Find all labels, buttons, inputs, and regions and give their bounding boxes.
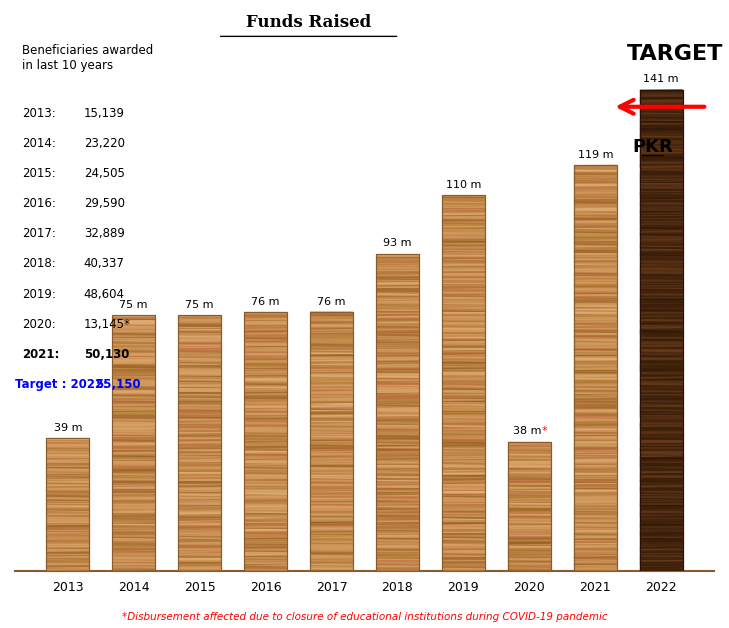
Text: 2014:: 2014: — [22, 137, 55, 150]
Text: 15,139: 15,139 — [84, 107, 125, 120]
Bar — [574, 165, 617, 571]
Text: 110 m: 110 m — [445, 180, 481, 190]
Text: 75 m: 75 m — [185, 300, 214, 310]
Bar — [244, 311, 287, 571]
Text: 75 m: 75 m — [120, 300, 148, 310]
Bar — [310, 311, 353, 571]
Text: *Disbursement affected due to closure of educational institutions during COVID-1: *Disbursement affected due to closure of… — [122, 612, 607, 622]
Text: 76 m: 76 m — [317, 296, 346, 306]
Text: 2015:: 2015: — [22, 167, 55, 180]
Text: 141 m: 141 m — [644, 74, 679, 84]
Bar — [178, 315, 221, 571]
Text: 2016:: 2016: — [22, 197, 55, 210]
Text: Funds Raised: Funds Raised — [246, 14, 371, 31]
Bar — [574, 165, 617, 571]
Text: 76 m: 76 m — [252, 296, 280, 306]
Bar — [508, 441, 551, 571]
Text: 48,604: 48,604 — [84, 288, 125, 301]
Bar — [310, 311, 353, 571]
Bar — [442, 195, 485, 571]
Text: 119 m: 119 m — [577, 149, 613, 160]
Text: ___: ___ — [641, 141, 664, 156]
Text: 2021:: 2021: — [22, 348, 59, 361]
Text: Target : 2022:: Target : 2022: — [15, 378, 108, 391]
Text: 23,220: 23,220 — [84, 137, 125, 150]
Bar — [244, 311, 287, 571]
Bar — [112, 315, 155, 571]
Text: 40,337: 40,337 — [84, 257, 125, 271]
Bar — [178, 315, 221, 571]
Bar — [376, 254, 419, 571]
Text: *: * — [541, 426, 547, 436]
Text: 24,505: 24,505 — [84, 167, 125, 180]
Text: 2017:: 2017: — [22, 227, 55, 241]
Bar — [47, 438, 89, 571]
Bar — [640, 90, 682, 571]
Bar — [376, 254, 419, 571]
Text: 2019:: 2019: — [22, 288, 55, 301]
Text: PKR: PKR — [632, 138, 673, 156]
Text: 93 m: 93 m — [383, 239, 412, 249]
Text: 55,150: 55,150 — [95, 378, 141, 391]
Bar — [47, 438, 89, 571]
Text: 2018:: 2018: — [22, 257, 55, 271]
Bar — [508, 441, 551, 571]
Text: Beneficiaries awarded
in last 10 years: Beneficiaries awarded in last 10 years — [22, 44, 153, 72]
Text: 2013:: 2013: — [22, 107, 55, 120]
Text: 50,130: 50,130 — [84, 348, 129, 361]
Bar — [442, 195, 485, 571]
Text: 38 m: 38 m — [513, 426, 545, 436]
Text: 32,889: 32,889 — [84, 227, 125, 241]
Bar — [640, 90, 682, 571]
Text: 2020:: 2020: — [22, 318, 55, 331]
Text: 29,590: 29,590 — [84, 197, 125, 210]
Bar — [112, 315, 155, 571]
Text: TARGET: TARGET — [627, 44, 723, 64]
Text: 13,145*: 13,145* — [84, 318, 130, 331]
Text: 39 m: 39 m — [53, 423, 82, 433]
